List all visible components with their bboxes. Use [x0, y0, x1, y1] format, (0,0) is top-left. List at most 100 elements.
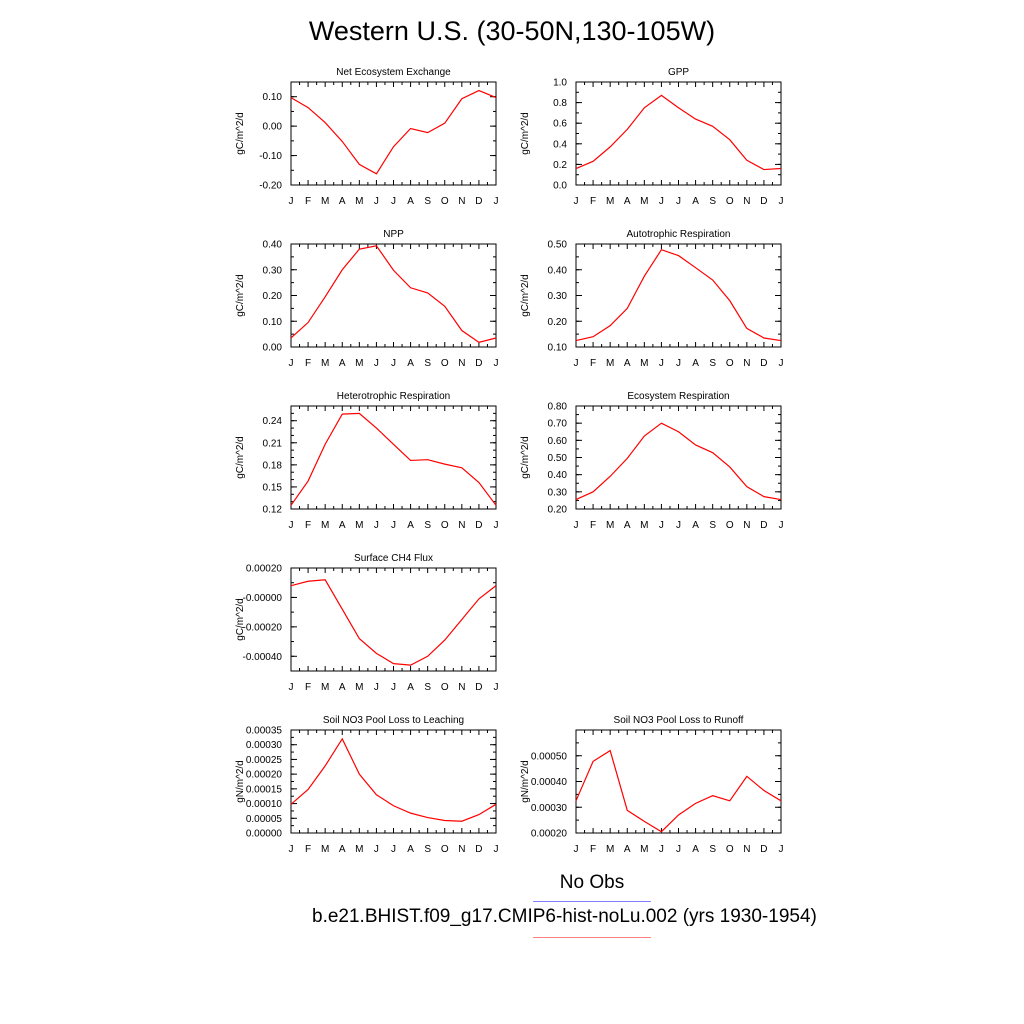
- x-tick-label: M: [355, 682, 363, 693]
- x-tick-label: F: [590, 520, 596, 531]
- x-tick-label: M: [355, 520, 363, 531]
- x-tick-label: S: [424, 358, 431, 369]
- x-tick-label: D: [760, 520, 767, 531]
- chart-title: Soil NO3 Pool Loss to Runoff: [614, 715, 744, 726]
- series-line: [291, 91, 496, 174]
- x-tick-label: F: [305, 358, 311, 369]
- y-axis-label: gC/m^2/d: [235, 112, 246, 155]
- x-tick-label: A: [339, 682, 346, 693]
- x-tick-label: O: [726, 520, 734, 531]
- y-tick-label: 0.20: [548, 505, 568, 516]
- y-tick-label: 0.60: [548, 436, 568, 447]
- x-tick-label: J: [391, 682, 396, 693]
- plot-frame: [291, 568, 496, 671]
- x-tick-label: M: [606, 844, 614, 855]
- x-tick-label: S: [709, 196, 716, 207]
- x-tick-label: M: [321, 196, 329, 207]
- x-tick-label: M: [355, 844, 363, 855]
- x-tick-label: S: [709, 358, 716, 369]
- x-tick-label: N: [743, 844, 750, 855]
- x-tick-label: N: [458, 844, 465, 855]
- x-tick-label: M: [321, 682, 329, 693]
- chart-title: Ecosystem Respiration: [627, 391, 729, 402]
- x-tick-label: A: [407, 196, 414, 207]
- chart-title: Surface CH4 Flux: [354, 553, 433, 564]
- x-tick-label: J: [676, 520, 681, 531]
- x-tick-label: D: [475, 844, 482, 855]
- series-line: [291, 246, 496, 343]
- y-axis-label: gC/m^2/d: [520, 436, 531, 479]
- x-tick-label: J: [779, 520, 784, 531]
- plot-frame: [576, 244, 781, 347]
- x-tick-label: D: [475, 520, 482, 531]
- x-tick-label: J: [676, 196, 681, 207]
- series-line: [576, 250, 781, 341]
- x-tick-label: A: [339, 196, 346, 207]
- x-tick-label: M: [640, 844, 648, 855]
- x-tick-label: F: [305, 844, 311, 855]
- plot-frame: [291, 406, 496, 509]
- x-tick-label: M: [640, 196, 648, 207]
- x-tick-label: J: [374, 844, 379, 855]
- x-tick-label: M: [606, 196, 614, 207]
- y-axis-label: gC/m^2/d: [235, 274, 246, 317]
- x-tick-label: A: [407, 520, 414, 531]
- x-tick-label: A: [407, 844, 414, 855]
- y-tick-label: 1.0: [553, 78, 567, 89]
- y-tick-label: 0.00010: [246, 799, 283, 810]
- y-tick-label: 0.00020: [531, 829, 568, 840]
- x-tick-label: A: [624, 520, 631, 531]
- y-axis-label: gC/m^2/d: [520, 274, 531, 317]
- plot-frame: [291, 730, 496, 833]
- x-tick-label: F: [590, 358, 596, 369]
- x-tick-label: O: [441, 844, 449, 855]
- x-tick-label: J: [676, 844, 681, 855]
- x-tick-label: S: [709, 844, 716, 855]
- x-tick-label: J: [391, 520, 396, 531]
- y-tick-label: -0.10: [259, 151, 282, 162]
- x-tick-label: J: [289, 358, 294, 369]
- x-tick-label: A: [339, 844, 346, 855]
- y-tick-label: 0.10: [263, 92, 283, 103]
- x-tick-label: A: [692, 844, 699, 855]
- y-tick-label: 0.12: [263, 505, 283, 516]
- x-tick-label: J: [659, 844, 664, 855]
- x-tick-label: J: [374, 196, 379, 207]
- x-tick-label: J: [374, 358, 379, 369]
- x-tick-label: D: [760, 844, 767, 855]
- x-tick-label: F: [590, 196, 596, 207]
- y-tick-label: 0.6: [553, 119, 567, 130]
- y-axis-label: gC/m^2/d: [520, 112, 531, 155]
- x-tick-label: S: [424, 196, 431, 207]
- y-tick-label: 0.20: [263, 291, 283, 302]
- y-tick-label: 0.40: [548, 265, 568, 276]
- y-tick-label: 0.50: [548, 453, 568, 464]
- x-tick-label: J: [289, 682, 294, 693]
- x-tick-label: J: [391, 196, 396, 207]
- chart-title: GPP: [668, 67, 689, 78]
- y-tick-label: 0.40: [548, 470, 568, 481]
- x-tick-label: A: [624, 844, 631, 855]
- chart-title: NPP: [383, 229, 404, 240]
- x-tick-label: O: [726, 358, 734, 369]
- y-tick-label: -0.00000: [243, 593, 283, 604]
- series-line: [576, 95, 781, 169]
- x-tick-label: M: [355, 358, 363, 369]
- y-tick-label: 0.4: [553, 139, 567, 150]
- x-tick-label: F: [305, 682, 311, 693]
- x-tick-label: S: [424, 520, 431, 531]
- series-line: [576, 751, 781, 832]
- x-tick-label: N: [458, 196, 465, 207]
- chart-panel: GPPgC/m^2/dJ F M A M J J A S O N D J0.00.20.40.60.81…: [520, 67, 784, 207]
- x-tick-label: J: [659, 358, 664, 369]
- chart-title: Net Ecosystem Exchange: [336, 67, 451, 78]
- plot-frame: [576, 730, 781, 833]
- y-tick-label: 0.00020: [246, 564, 283, 575]
- series-line: [576, 423, 781, 499]
- y-tick-label: 0.2: [553, 160, 567, 171]
- x-tick-label: J: [289, 196, 294, 207]
- x-tick-label: A: [624, 196, 631, 207]
- y-tick-label: 0.00025: [246, 755, 283, 766]
- y-tick-label: 0.00: [263, 122, 283, 133]
